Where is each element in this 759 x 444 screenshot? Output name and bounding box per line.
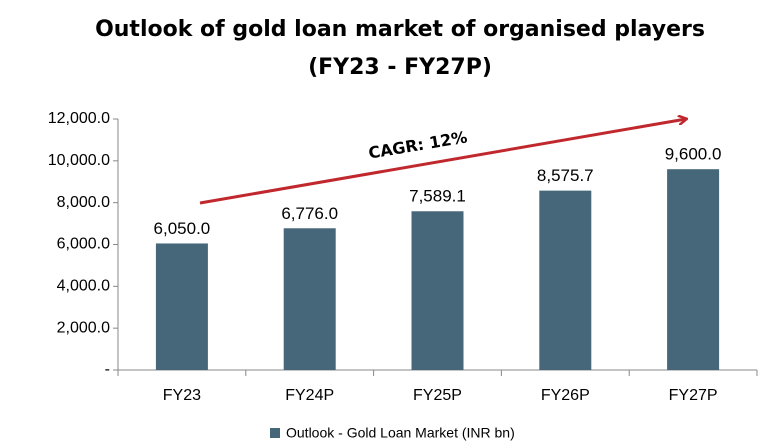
bar xyxy=(283,228,336,370)
value-label: 7,589.1 xyxy=(409,187,466,206)
y-tick-label: - xyxy=(105,361,110,378)
value-label: 8,575.7 xyxy=(537,166,594,185)
x-tick-label: FY27P xyxy=(669,387,718,404)
y-tick-label: 10,000.0 xyxy=(48,152,110,169)
cagr-arrow xyxy=(199,119,686,205)
chart-subtitle: (FY23 - FY27P) xyxy=(308,55,492,80)
bar xyxy=(539,190,592,370)
y-tick-label: 12,000.0 xyxy=(48,110,110,127)
x-tick-label: FY24P xyxy=(285,387,334,404)
value-label: 6,776.0 xyxy=(281,204,338,223)
x-tick-label: FY25P xyxy=(413,387,462,404)
y-tick-label: 2,000.0 xyxy=(57,319,110,336)
annotation: CAGR: 12% xyxy=(367,127,469,162)
value-label: 6,050.0 xyxy=(154,219,211,238)
legend-label: Outlook - Gold Loan Market (INR bn) xyxy=(286,425,515,441)
bar xyxy=(155,243,208,370)
legend-swatch xyxy=(270,428,280,438)
y-tick-label: 8,000.0 xyxy=(57,194,110,211)
bar xyxy=(667,169,720,370)
y-tick-label: 4,000.0 xyxy=(57,278,110,295)
x-tick-label: FY26P xyxy=(541,387,590,404)
value-label: 9,600.0 xyxy=(665,145,722,164)
chart-title: Outlook of gold loan market of organised… xyxy=(95,17,705,42)
bar xyxy=(411,211,464,370)
x-tick-label: FY23 xyxy=(163,387,201,404)
y-tick-label: 6,000.0 xyxy=(57,236,110,253)
